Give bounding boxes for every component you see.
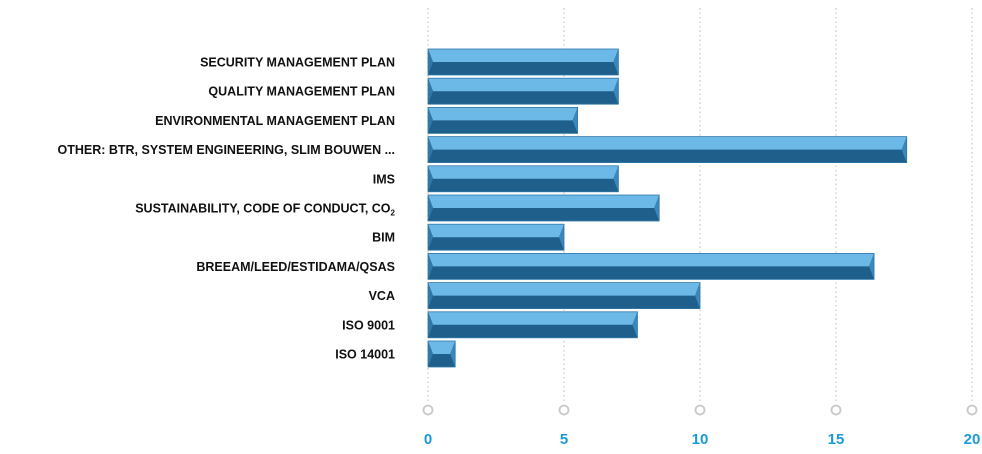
bar-highlight	[428, 195, 660, 208]
category-label: SECURITY MANAGEMENT PLAN	[200, 56, 395, 70]
category-label-text: BREEAM/LEED/ESTIDAMA/QSAS	[196, 260, 395, 274]
category-label: ISO 14001	[335, 348, 395, 362]
category-label-text: VCA	[369, 289, 395, 303]
bar	[427, 48, 619, 76]
category-label: BREEAM/LEED/ESTIDAMA/QSAS	[196, 260, 395, 274]
category-label-text: ISO 14001	[335, 348, 395, 362]
category-label-text: QUALITY MANAGEMENT PLAN	[208, 85, 395, 99]
bar-highlight	[428, 282, 700, 296]
bar-left-cap	[428, 107, 433, 134]
bar-outline	[427, 107, 579, 134]
bar-highlight	[428, 253, 875, 267]
bar-right-cap	[613, 165, 619, 192]
bar-highlight	[428, 49, 619, 62]
category-label: BIM	[372, 231, 395, 245]
bar-right-cap	[632, 311, 638, 338]
bar-right-cap	[572, 107, 578, 134]
bar	[427, 252, 875, 280]
x-tick-label-5: 5	[560, 431, 568, 448]
tick-marker-0	[422, 404, 434, 416]
category-labels: SECURITY MANAGEMENT PLAN QUALITY MANAGEME…	[57, 56, 395, 362]
bar-left-cap	[428, 165, 433, 192]
bar	[427, 311, 638, 339]
bar-outline	[427, 165, 619, 193]
category-label-text: IMS	[373, 172, 395, 186]
bar-left-cap	[428, 253, 433, 280]
bar-right-cap	[559, 224, 564, 251]
bars	[427, 48, 908, 368]
bar-highlight	[428, 341, 456, 354]
bar-right-cap	[654, 195, 660, 221]
bar-right-cap	[613, 78, 619, 105]
category-label-subscript: 2	[391, 209, 396, 218]
category-label-text: BIM	[372, 231, 395, 245]
x-tick-label-0: 0	[424, 431, 432, 448]
category-label: QUALITY MANAGEMENT PLAN	[208, 85, 395, 99]
bar-highlight	[428, 136, 907, 150]
bar-right-cap	[613, 49, 619, 75]
bar	[427, 340, 456, 368]
tick-marker-5	[558, 404, 570, 416]
bar-outline	[427, 223, 565, 251]
tick-marker-20	[966, 404, 978, 416]
bar-outline	[427, 252, 875, 280]
bar-left-cap	[428, 341, 433, 367]
x-tick-label-20: 20	[964, 431, 981, 448]
bar-left-cap	[428, 282, 433, 309]
bar-left-cap	[428, 195, 433, 221]
bar-right-cap	[901, 136, 907, 163]
category-label-text: SECURITY MANAGEMENT PLAN	[200, 56, 395, 70]
bar-left-cap	[428, 224, 433, 251]
category-label-text: ENVIRONMENTAL MANAGEMENT PLAN	[155, 114, 395, 128]
bar-highlight	[428, 107, 578, 121]
bar	[427, 107, 579, 134]
bar-outline	[427, 48, 619, 76]
bar-outline	[427, 340, 456, 368]
bar	[427, 194, 660, 222]
bar-left-cap	[428, 136, 433, 163]
bar-outline	[427, 311, 638, 339]
bar	[427, 282, 701, 310]
bar-left-cap	[428, 49, 433, 75]
bar-outline	[427, 194, 660, 222]
bar-right-cap	[869, 253, 875, 280]
x-axis-ticks: 0 5 10 15 20	[424, 431, 981, 448]
category-label: ENVIRONMENTAL MANAGEMENT PLAN	[155, 114, 395, 128]
category-label: IMS	[373, 172, 395, 186]
x-tick-label-10: 10	[692, 431, 709, 448]
bar	[427, 223, 565, 251]
bar	[427, 136, 908, 164]
bar-outline	[427, 282, 701, 310]
grid-lines	[422, 8, 978, 416]
x-tick-label-15: 15	[828, 431, 845, 448]
bar	[427, 165, 619, 193]
bar-highlight	[428, 311, 638, 325]
category-label: ISO 9001	[342, 318, 395, 332]
tick-marker-10	[694, 404, 706, 416]
bar-highlight	[428, 224, 564, 238]
bar	[427, 77, 619, 105]
tick-marker-15	[830, 404, 842, 416]
category-label: OTHER: BTR, SYSTEM ENGINEERING, SLIM BOU…	[57, 143, 395, 157]
category-label-text: ISO 9001	[342, 318, 395, 332]
bar-left-cap	[428, 78, 433, 105]
bar-outline	[427, 77, 619, 105]
category-label: VCA	[369, 289, 395, 303]
bar-left-cap	[428, 311, 433, 338]
bar-right-cap	[695, 282, 700, 309]
category-label-text: OTHER: BTR, SYSTEM ENGINEERING, SLIM BOU…	[57, 143, 395, 157]
bar-right-cap	[450, 341, 456, 367]
category-label: SUSTAINABILITY, CODE OF CONDUCT, CO2	[135, 202, 395, 218]
bar-highlight	[428, 165, 619, 179]
category-label-text: SUSTAINABILITY, CODE OF CONDUCT, CO	[135, 202, 391, 216]
bar-highlight	[428, 78, 619, 92]
bar-outline	[427, 136, 908, 164]
